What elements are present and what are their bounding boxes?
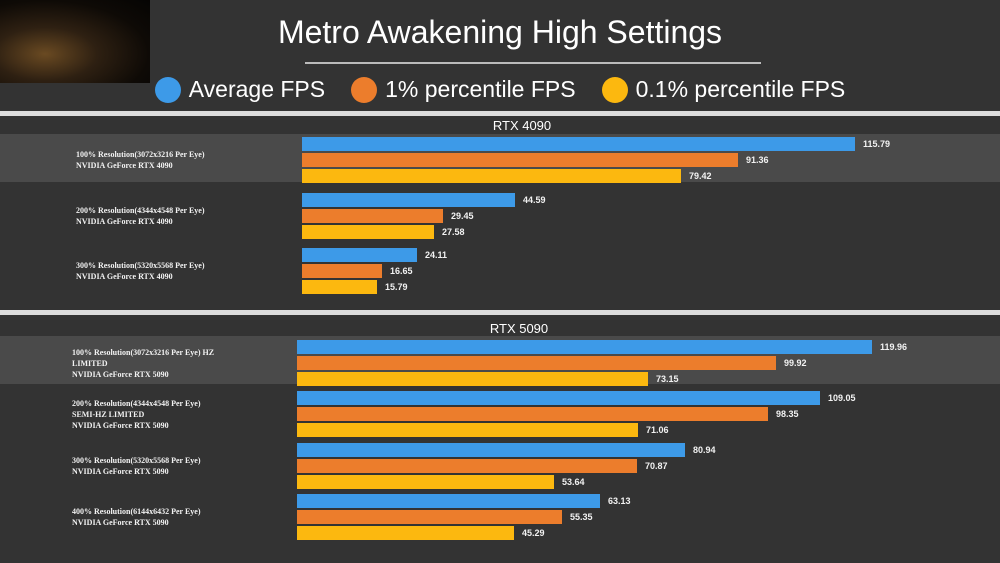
category-label: 400% Resolution(6144x6432 Per Eye) NVIDIA… [72,507,201,527]
bar [297,340,872,354]
bar [297,494,600,508]
data-label: 119.96 [880,342,908,352]
legend-label-1pct: 1% percentile FPS [385,76,576,102]
bar [297,407,768,421]
bar [297,391,820,405]
data-label: 63.13 [608,496,631,506]
bar [302,193,515,207]
bar [297,459,637,473]
bar [302,153,738,167]
bar [297,423,638,437]
bar [302,248,417,262]
bar [302,264,382,278]
bar [297,526,514,540]
data-label: 45.29 [522,528,545,538]
category-label: 300% Resolution(5320x5568 Per Eye) NVIDIA… [76,261,205,281]
legend-item-average: Average FPS [154,76,326,103]
section-title-rtx-4090: RTX 4090 [487,118,557,135]
legend-label-average: Average FPS [188,76,326,102]
bar [302,209,443,223]
bar [302,169,681,183]
bar [297,510,562,524]
legend-item-01pct: 0.1% percentile FPS [601,76,846,103]
legend-item-1pct: 1% percentile FPS [351,76,576,103]
data-label: 109.05 [828,393,856,403]
data-label: 79.42 [689,171,712,181]
category-label: 200% Resolution(4344x4548 Per Eye) NVIDIA… [76,206,205,226]
bar [297,356,776,370]
page-title: Metro Awakening High Settings [277,14,723,50]
section-separator [0,310,1000,315]
data-label: 15.79 [385,282,408,292]
bar [297,372,648,386]
section-separator [0,111,1000,116]
data-label: 16.65 [390,266,413,276]
data-label: 53.64 [562,477,585,487]
legend-dot-average [154,76,181,103]
category-label: 100% Resolution(3072x3216 Per Eye) HZ LIM… [72,347,215,379]
category-label: 300% Resolution(5320x5568 Per Eye) NVIDIA… [72,456,201,476]
category-label: 200% Resolution(4344x4548 Per Eye) SEMI-H… [72,398,201,430]
data-label: 80.94 [693,445,716,455]
data-label: 70.87 [645,461,668,471]
data-label: 91.36 [746,155,769,165]
data-label: 71.06 [646,425,669,435]
legend: Average FPS 1% percentile FPS 0.1% perce… [0,76,1000,103]
bar [302,225,434,239]
data-label: 27.58 [442,227,465,237]
category-label: 100% Resolution(3072x3216 Per Eye) NVIDIA… [76,150,205,170]
data-label: 98.35 [776,409,799,419]
legend-dot-01pct [601,76,628,103]
legend-dot-1pct [351,76,378,103]
data-label: 44.59 [523,195,546,205]
data-label: 73.15 [656,374,679,384]
title-underline [305,62,761,64]
legend-label-01pct: 0.1% percentile FPS [635,76,846,102]
data-label: 29.45 [451,211,474,221]
bar [302,280,377,294]
data-label: 99.92 [784,358,807,368]
data-label: 24.11 [425,250,448,260]
bar [302,137,855,151]
data-label: 115.79 [863,139,891,149]
bar [297,475,554,489]
webcam-overlay [0,0,150,83]
data-label: 55.35 [570,512,593,522]
bar [297,443,685,457]
